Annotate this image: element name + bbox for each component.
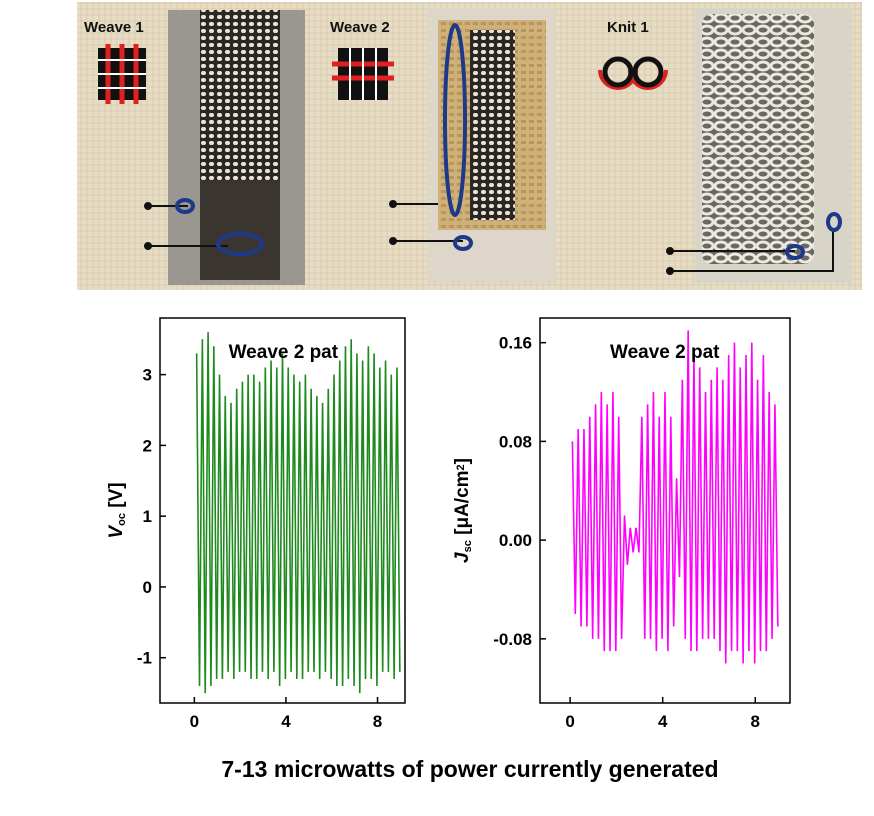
y-tick-label: 0.16 <box>499 334 532 353</box>
icon <box>332 48 394 100</box>
y-axis-label: Voc [V] <box>106 482 128 538</box>
y-axis-label-part: 2 <box>455 464 467 470</box>
chart: -1 0 1 2 3 0 4 8 Weave 2 pat Voc [V] <box>106 317 406 731</box>
panel-label: Knit 1 <box>607 19 649 36</box>
cable-lines <box>144 200 834 275</box>
x-tick-label: 4 <box>658 712 668 731</box>
y-axis-label: Jsc [μA/cm2] <box>452 458 474 563</box>
panel-label: Weave 1 <box>84 19 144 36</box>
y-tick-label: 1 <box>143 507 152 526</box>
y-axis-label-part: V <box>106 525 127 539</box>
y-tick-label: 0.00 <box>499 531 532 550</box>
y-axis-label-part: sc <box>462 540 474 552</box>
plot-frame <box>539 317 791 704</box>
y-tick-label: 3 <box>143 366 152 385</box>
fabric <box>470 30 515 220</box>
plot-frame <box>159 317 406 704</box>
annotation: Weave 2 pat <box>610 342 720 363</box>
y-axis-label-part: [V] <box>106 482 127 513</box>
chart: -0.08 0.00 0.08 0.16 0 4 8 Weave 2 pat Jsc [μA/c… <box>452 317 791 731</box>
y-tick-label: -1 <box>137 649 152 668</box>
y-axis-label-part: oc <box>116 513 128 526</box>
y-tick-label: 2 <box>143 436 152 455</box>
y-tick-label: 0.08 <box>499 432 532 451</box>
icon <box>598 56 668 90</box>
panel-label: Weave 2 <box>330 19 390 36</box>
signal-line <box>195 332 401 694</box>
annotation: Weave 2 pat <box>229 342 339 363</box>
y-axis-label-part: ] <box>452 458 473 464</box>
photo-panel: Weave 1 Weave 2 Knit 1 <box>77 2 862 290</box>
fabric <box>200 10 280 180</box>
y-tick-label: 0 <box>143 578 152 597</box>
x-tick-label: 8 <box>373 712 382 731</box>
y-axis-label-part: [μA/cm <box>452 470 473 540</box>
signal-line <box>571 330 779 664</box>
x-tick-label: 4 <box>281 712 291 731</box>
icon <box>98 44 146 104</box>
coils <box>175 23 842 260</box>
y-axis-label-part: J <box>452 552 473 563</box>
caption: 7-13 microwatts of power currently gener… <box>221 756 718 782</box>
fabric <box>702 14 814 264</box>
x-tick-label: 8 <box>751 712 760 731</box>
y-tick-label: -0.08 <box>493 630 532 649</box>
fabric <box>200 180 280 280</box>
x-tick-label: 0 <box>190 712 199 731</box>
x-tick-label: 0 <box>565 712 574 731</box>
